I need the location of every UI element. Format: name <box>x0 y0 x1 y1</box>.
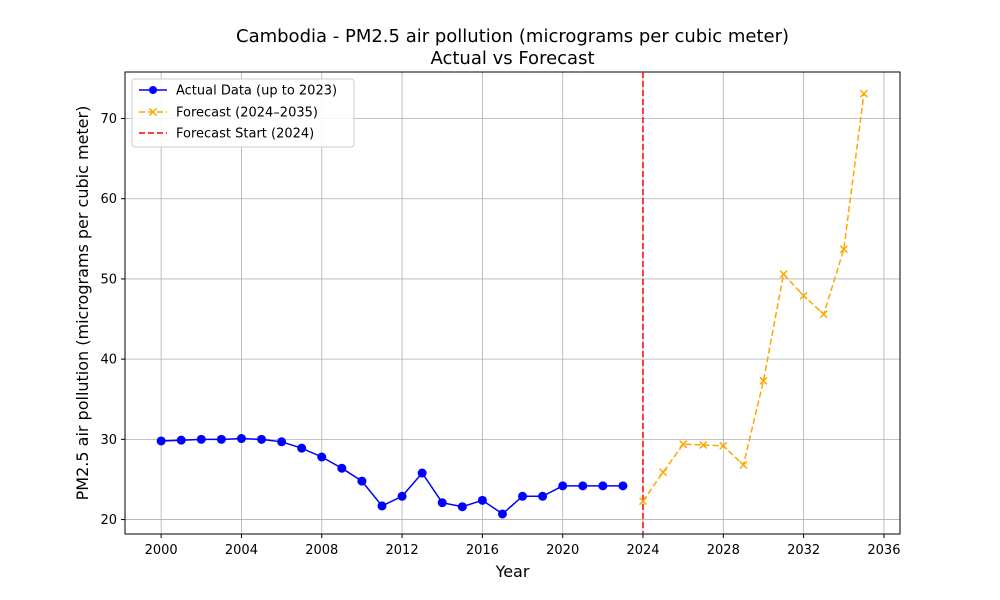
data-point <box>819 310 828 319</box>
data-point <box>216 434 226 444</box>
y-axis-label: PM2.5 air pollution (micrograms per cubi… <box>73 106 92 501</box>
series-forecast <box>638 89 868 506</box>
x-tick-label: 2008 <box>305 543 338 558</box>
x-tick-label: 2028 <box>707 543 740 558</box>
data-point <box>739 460 748 470</box>
y-tick-label: 50 <box>100 272 117 287</box>
data-point <box>578 481 588 491</box>
chart-title: Cambodia - PM2.5 air pollution (microgra… <box>236 26 789 47</box>
x-tick-label: 2024 <box>626 543 659 558</box>
series-line <box>642 93 865 502</box>
x-tick-label: 2032 <box>787 543 820 558</box>
data-point <box>497 509 507 519</box>
data-point <box>518 491 528 501</box>
data-point <box>317 452 327 462</box>
data-point <box>538 491 548 501</box>
data-point <box>437 498 447 508</box>
data-point <box>558 481 568 491</box>
data-point <box>357 476 367 486</box>
legend-label-forecast-start: Forecast Start (2024) <box>176 127 314 142</box>
data-point <box>277 437 287 447</box>
x-tick-label: 2016 <box>466 543 499 558</box>
y-tick-label: 20 <box>100 513 117 528</box>
legend-marker-actual <box>149 86 157 94</box>
data-point <box>799 291 808 300</box>
series-layer <box>156 72 868 534</box>
legend-label-forecast: Forecast (2024–2035) <box>176 106 318 121</box>
data-point <box>477 495 487 505</box>
legend-marker-forecast <box>148 107 158 117</box>
data-point <box>397 491 407 501</box>
data-point <box>176 435 186 445</box>
data-point <box>598 481 608 491</box>
legend: Actual Data (up to 2023) Forecast (2024–… <box>131 78 355 148</box>
data-point <box>337 463 347 473</box>
x-axis-label: Year <box>495 562 530 581</box>
data-point <box>719 441 728 450</box>
axis-ticks: 2000 2004 2008 2012 2016 2020 2024 2028 2032 2036… <box>100 112 900 558</box>
y-tick-label: 30 <box>100 433 117 448</box>
data-point <box>779 270 788 279</box>
chart-subtitle: Actual vs Forecast <box>430 48 594 69</box>
series-actual <box>156 434 628 519</box>
legend-label-actual: Actual Data (up to 2023) <box>176 84 337 99</box>
data-point <box>297 443 307 453</box>
data-point <box>236 434 246 444</box>
legend-box <box>131 78 355 148</box>
y-tick-label: 70 <box>100 112 117 127</box>
data-point <box>377 501 387 511</box>
data-point <box>618 481 628 491</box>
y-tick-label: 40 <box>100 353 117 368</box>
x-tick-label: 2000 <box>145 543 178 558</box>
data-point <box>659 468 668 477</box>
y-tick-label: 60 <box>100 192 117 207</box>
data-point <box>839 245 848 254</box>
plot-area-frame <box>124 71 901 535</box>
data-point <box>257 434 267 444</box>
data-point <box>417 468 427 478</box>
x-tick-label: 2004 <box>225 543 258 558</box>
data-point <box>457 502 467 512</box>
data-point <box>699 440 708 449</box>
data-point <box>759 376 768 385</box>
x-tick-label: 2036 <box>867 543 900 558</box>
data-point <box>156 436 166 446</box>
data-point <box>638 497 648 506</box>
x-tick-label: 2020 <box>546 543 579 558</box>
series-line <box>161 437 623 515</box>
data-point <box>859 89 868 98</box>
data-point <box>679 440 688 449</box>
data-point <box>196 434 206 444</box>
x-tick-label: 2012 <box>386 543 419 558</box>
